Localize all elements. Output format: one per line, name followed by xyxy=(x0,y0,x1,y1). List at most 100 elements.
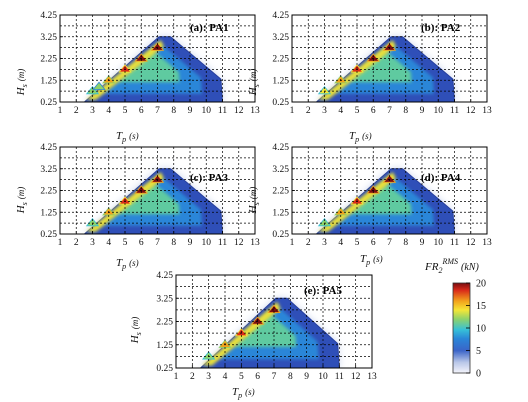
x-tick-label: 1 xyxy=(290,238,295,248)
panel-c-plot-area: 1 2 3 4 5 6 7 8 9 10 11 12 130.251.252.253.254.25 xyxy=(40,143,260,248)
y-tick-label: 0.25 xyxy=(40,98,57,108)
x-tick-label: 6 xyxy=(371,106,376,116)
x-tick-label: 8 xyxy=(171,238,176,248)
x-tick-label: 12 xyxy=(466,238,476,248)
panel-c-title: (c): PA3 xyxy=(190,172,228,184)
panel-e-title: (e): PA5 xyxy=(304,285,342,297)
x-tick-label: 9 xyxy=(304,372,309,382)
x-tick-label: 1 xyxy=(58,238,63,248)
y-tick-label: 4.25 xyxy=(40,11,57,21)
x-tick-label: 12 xyxy=(351,372,361,382)
x-tick-label: 10 xyxy=(202,238,212,248)
x-tick-label: 6 xyxy=(139,106,144,116)
panel-e: 1 2 3 4 5 6 7 8 9 10 11 12 130.251.252.253.254.25 (e… xyxy=(129,271,377,400)
region-core xyxy=(349,52,412,83)
colorbar-tick-label: 15 xyxy=(476,301,486,312)
panel-d-title: (d): PA4 xyxy=(421,172,461,184)
y-tick-label: 1.25 xyxy=(156,341,173,351)
x-tick-label: 9 xyxy=(420,238,425,248)
panel-a-ylabel: Hs(m) xyxy=(15,69,29,97)
x-tick-label: 6 xyxy=(139,238,144,248)
y-tick-label: 4.25 xyxy=(272,143,289,153)
x-tick-label: 13 xyxy=(482,238,492,248)
x-tick-label: 1 xyxy=(174,372,179,382)
x-tick-label: 10 xyxy=(202,106,212,116)
y-tick-label: 2.25 xyxy=(40,187,57,197)
peak-marker xyxy=(85,85,100,95)
y-tick-label: 0.25 xyxy=(40,230,57,240)
x-tick-label: 10 xyxy=(318,372,328,382)
x-tick-label: 2 xyxy=(74,238,79,248)
y-tick-label: 1.25 xyxy=(272,76,289,86)
y-tick-label: 3.25 xyxy=(272,33,289,43)
x-tick-label: 4 xyxy=(223,372,228,382)
x-tick-label: 7 xyxy=(387,106,392,116)
x-tick-label: 4 xyxy=(338,106,343,116)
x-tick-label: 13 xyxy=(250,238,260,248)
x-tick-label: 11 xyxy=(450,106,459,116)
x-tick-label: 8 xyxy=(171,106,176,116)
y-tick-label: 3.25 xyxy=(40,33,57,43)
y-tick-label: 2.25 xyxy=(272,55,289,65)
panel-c: 1 2 3 4 5 6 7 8 9 10 11 12 130.251.252.253.254.25 (c… xyxy=(15,143,260,271)
x-tick-label: 7 xyxy=(155,238,160,248)
peak-marker xyxy=(317,85,332,95)
colorbar: FR2RMS(kN) 20 15 10 5 0 xyxy=(424,257,486,380)
colorbar-tick-label: 20 xyxy=(476,279,486,290)
y-tick-label: 1.25 xyxy=(40,208,57,218)
region-core xyxy=(233,315,297,347)
peak-marker xyxy=(150,174,165,183)
x-tick-label: 5 xyxy=(123,238,128,248)
x-tick-label: 1 xyxy=(58,106,63,116)
y-tick-label: 0.25 xyxy=(272,98,289,108)
y-tick-label: 4.25 xyxy=(40,143,57,153)
x-tick-label: 3 xyxy=(90,106,95,116)
peak-marker xyxy=(85,217,100,227)
panel-b-title: (b): PA2 xyxy=(421,22,461,34)
x-tick-label: 12 xyxy=(466,106,476,116)
x-tick-label: 11 xyxy=(335,372,344,382)
x-tick-label: 10 xyxy=(434,238,444,248)
x-tick-label: 2 xyxy=(190,372,195,382)
x-tick-label: 7 xyxy=(387,238,392,248)
y-tick-label: 4.25 xyxy=(156,271,173,281)
y-tick-label: 3.25 xyxy=(272,165,289,175)
peak-marker xyxy=(134,185,148,194)
colorbar-tick-label: 10 xyxy=(476,324,486,335)
colorbar-tick-label: 0 xyxy=(476,369,481,380)
x-tick-label: 11 xyxy=(218,238,227,248)
peak-marker xyxy=(317,217,332,227)
peak-marker xyxy=(92,81,106,90)
panel-d-xlabel: Tp (s) xyxy=(360,253,383,267)
x-tick-label: 3 xyxy=(322,106,327,116)
peak-marker xyxy=(382,174,397,183)
colorbar-ticks: 20 15 10 5 0 xyxy=(466,279,486,380)
y-tick-label: 0.25 xyxy=(272,230,289,240)
x-tick-label: 11 xyxy=(450,238,459,248)
y-tick-label: 2.25 xyxy=(40,55,57,65)
x-tick-label: 3 xyxy=(206,372,211,382)
x-tick-label: 6 xyxy=(371,238,376,248)
x-tick-label: 7 xyxy=(272,372,277,382)
panel-c-ylabel: Hs(m) xyxy=(15,187,29,215)
panel-e-ylabel: Hs(m) xyxy=(129,317,143,345)
y-tick-label: 1.25 xyxy=(272,208,289,218)
x-tick-label: 9 xyxy=(188,238,193,248)
panel-e-plot-area: 1 2 3 4 5 6 7 8 9 10 11 12 130.251.252.253.254.25 xyxy=(156,271,377,382)
panel-a: 1 2 3 4 5 6 7 8 9 10 11 12 130.251.252.253.254.25 (a… xyxy=(15,11,260,144)
region-core xyxy=(117,184,180,215)
y-tick-label: 2.25 xyxy=(272,187,289,197)
peak-marker xyxy=(382,42,397,51)
x-tick-label: 11 xyxy=(218,106,227,116)
x-tick-label: 3 xyxy=(90,238,95,248)
x-tick-label: 4 xyxy=(106,106,111,116)
x-tick-label: 12 xyxy=(234,238,244,248)
peak-marker xyxy=(366,185,380,194)
panel-b-plot-area: 1 2 3 4 5 6 7 8 9 10 11 12 130.251.252.253.254.25 xyxy=(272,11,492,116)
x-tick-label: 13 xyxy=(482,106,492,116)
panel-b: 1 2 3 4 5 6 7 8 9 10 11 12 130.251.252.253.254.25 (b… xyxy=(247,11,492,144)
panel-a-plot-area: 1 2 3 4 5 6 7 8 9 10 11 12 130.251.252.253.254.25 xyxy=(40,11,260,116)
x-tick-label: 10 xyxy=(434,106,444,116)
x-tick-label: 5 xyxy=(123,106,128,116)
x-tick-label: 5 xyxy=(355,106,360,116)
